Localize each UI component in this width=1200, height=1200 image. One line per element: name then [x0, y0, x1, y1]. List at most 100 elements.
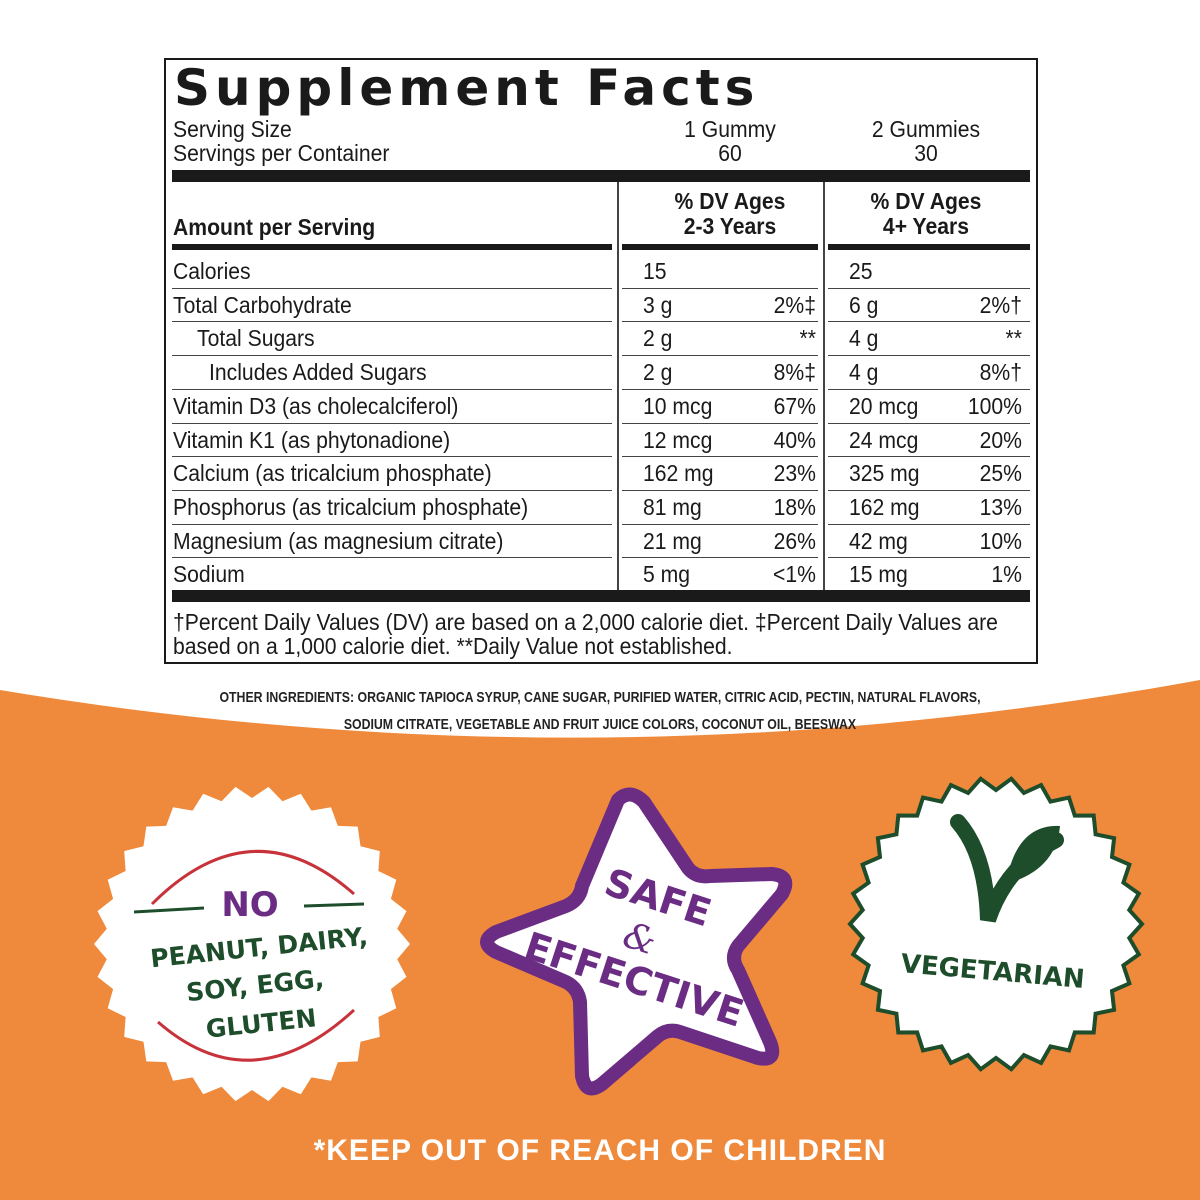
ingredients-line1: OTHER INGREDIENTS: ORGANIC TAPIOCA SYRUP… — [219, 689, 981, 706]
amount-col1: 12 mcg — [643, 426, 713, 453]
header-rule-name — [172, 244, 612, 250]
col1-header-line1: % DV Ages — [674, 188, 786, 214]
dv-col2: 8%† — [979, 359, 1022, 386]
nutrient-name: Vitamin D3 (as cholecalciferol) — [173, 392, 459, 419]
amount-col1: 2 g — [643, 359, 673, 386]
amount-col2: 25 — [849, 258, 873, 284]
dv-col2: 100% — [967, 392, 1022, 419]
amount-col2: 4 g — [849, 325, 879, 352]
amount-col2: 6 g — [849, 291, 879, 318]
nutrient-name: Calcium (as tricalcium phosphate) — [173, 460, 492, 487]
col2-servings: 30 — [914, 140, 938, 166]
amount-col2: 162 mg — [849, 493, 920, 520]
nutrient-name: Phosphorus (as tricalcium phosphate) — [173, 493, 529, 520]
dv-col1: 23% — [773, 460, 816, 487]
header-rule-col2 — [828, 244, 1030, 250]
leaf-icon — [1006, 825, 1060, 884]
row-divider — [622, 287, 818, 289]
allergen-free-badge: NO PEANUT, DAIRY, SOY, EGG, GLUTEN — [94, 786, 410, 1102]
nutrient-name: Calories — [173, 258, 251, 284]
col1-header-line2: 2-3 Years — [683, 213, 777, 239]
col2-header-line2: 4+ Years — [882, 213, 970, 239]
ingredients-line2: SODIUM CITRATE, VEGETABLE AND FRUIT JUIC… — [343, 716, 857, 733]
footnote-line1: †Percent Daily Values (DV) are based on … — [173, 609, 998, 635]
amount-col2: 20 mcg — [849, 392, 919, 419]
facts-title: Supplement Facts — [174, 59, 760, 117]
dv-col1: 26% — [773, 527, 816, 554]
row-divider — [622, 456, 818, 458]
nutrient-name: Magnesium (as magnesium citrate) — [173, 527, 504, 554]
amount-col2: 24 mcg — [849, 426, 919, 453]
row-divider — [172, 557, 612, 559]
row-divider — [172, 523, 612, 525]
keep-out-of-reach-warning: *KEEP OUT OF REACH OF CHILDREN — [313, 1134, 887, 1167]
row-divider — [622, 422, 818, 424]
amount-col1: 3 g — [643, 291, 673, 318]
row-divider — [828, 422, 1030, 424]
amount-per-serving-label: Amount per Serving — [173, 214, 376, 240]
allergen-badge-seal — [94, 786, 410, 1102]
col1-serving: 1 Gummy — [684, 116, 776, 142]
dv-col1: 18% — [773, 493, 816, 520]
row-divider — [172, 388, 612, 390]
dv-col2: ** — [1005, 325, 1022, 352]
col1-servings: 60 — [718, 140, 742, 166]
amount-col1: 10 mcg — [643, 392, 713, 419]
row-divider — [172, 456, 612, 458]
row-divider — [828, 557, 1030, 559]
row-divider — [828, 321, 1030, 323]
other-ingredients: OTHER INGREDIENTS: ORGANIC TAPIOCA SYRUP… — [108, 684, 1092, 738]
dv-col2: 2%† — [979, 291, 1022, 318]
dv-col1: <1% — [773, 561, 816, 588]
row-divider — [172, 287, 612, 289]
row-divider — [172, 489, 612, 491]
vegetarian-badge-seal — [847, 776, 1145, 1072]
nutrient-name: Includes Added Sugars — [209, 359, 427, 386]
row-divider — [828, 456, 1030, 458]
row-divider — [172, 355, 612, 357]
dv-col1: ** — [799, 325, 816, 352]
row-divider — [622, 355, 818, 357]
dv-col2: 10% — [979, 527, 1022, 554]
nutrient-name: Sodium — [173, 561, 245, 588]
dv-col1: 8%‡ — [773, 359, 816, 386]
amount-col1: 15 — [643, 258, 667, 284]
row-divider — [622, 321, 818, 323]
column-divider-2 — [823, 182, 825, 590]
amount-col2: 15 mg — [849, 561, 908, 588]
dv-col2: 25% — [979, 460, 1022, 487]
row-divider — [828, 287, 1030, 289]
amount-col1: 2 g — [643, 325, 673, 352]
amount-col2: 4 g — [849, 359, 879, 386]
amount-col1: 5 mg — [643, 561, 691, 588]
row-divider — [622, 523, 818, 525]
row-divider — [172, 321, 612, 323]
safe-effective-badge: SAFE & EFFECTIVE — [480, 787, 793, 1096]
dv-col1: 2%‡ — [773, 291, 816, 318]
nutrient-name: Total Carbohydrate — [173, 291, 352, 318]
serving-size-label: Serving Size — [173, 116, 292, 142]
amount-col1: 81 mg — [643, 493, 702, 520]
servings-per-container-label: Servings per Container — [173, 140, 390, 166]
amount-col2: 42 mg — [849, 527, 908, 554]
row-divider — [828, 388, 1030, 390]
dv-col1: 67% — [773, 392, 816, 419]
amount-col1: 21 mg — [643, 527, 702, 554]
column-divider-1 — [617, 182, 619, 590]
row-divider — [172, 422, 612, 424]
footnote-line2: based on a 1,000 calorie diet. **Daily V… — [173, 633, 733, 659]
vegetarian-badge: VEGETARIAN — [847, 776, 1145, 1072]
nutrient-name: Total Sugars — [197, 325, 315, 352]
row-divider — [828, 523, 1030, 525]
allergen-no-text: NO — [221, 885, 278, 925]
row-divider — [622, 388, 818, 390]
col2-header-line1: % DV Ages — [870, 188, 982, 214]
row-divider — [622, 489, 818, 491]
row-divider — [828, 489, 1030, 491]
row-divider — [828, 355, 1030, 357]
dv-col1: 40% — [773, 426, 816, 453]
dv-col2: 20% — [979, 426, 1022, 453]
col2-serving: 2 Gummies — [871, 116, 981, 142]
amount-col2: 325 mg — [849, 460, 920, 487]
amount-col1: 162 mg — [643, 460, 714, 487]
